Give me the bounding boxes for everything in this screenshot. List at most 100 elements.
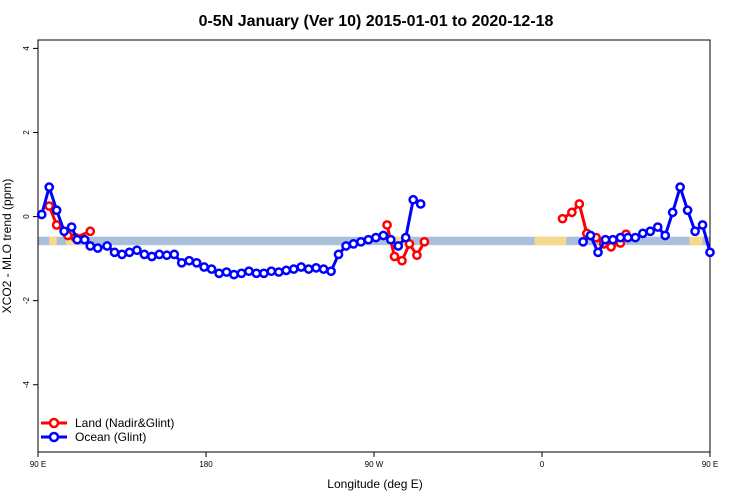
y-tick-label: 2 — [22, 130, 31, 135]
x-tick-label: 90 E — [702, 460, 718, 469]
land-band-segment — [534, 236, 567, 246]
data-point — [348, 239, 359, 249]
series-ocean-glint- — [36, 181, 715, 280]
data-point — [288, 264, 299, 274]
x-tick-label: 0 — [540, 460, 545, 469]
y-tick-label: 4 — [22, 46, 31, 51]
legend-marker — [48, 431, 60, 443]
data-point — [393, 241, 404, 251]
data-point — [109, 247, 120, 258]
data-point — [637, 228, 648, 239]
data-point — [341, 241, 351, 251]
data-point — [705, 247, 715, 258]
y-tick-label: -4 — [22, 381, 31, 389]
x-tick-label: 90 E — [30, 460, 46, 469]
data-point — [266, 266, 277, 277]
data-point — [311, 263, 321, 273]
data-point — [600, 234, 611, 245]
data-point — [615, 232, 626, 243]
data-point — [326, 266, 336, 277]
land-band-segment — [49, 236, 57, 246]
data-point — [161, 250, 172, 261]
x-axis: 90 E 180 90 W 0 90 E — [30, 452, 718, 469]
data-point — [117, 249, 127, 260]
data-point — [72, 234, 83, 245]
chart-title: 0-5N January (Ver 10) 2015-01-01 to 2020… — [199, 13, 554, 30]
data-point — [244, 266, 254, 277]
data-point — [79, 234, 90, 245]
land-band-segment — [66, 236, 76, 246]
data-point — [85, 226, 96, 237]
data-point — [371, 232, 381, 243]
data-point — [199, 262, 209, 272]
data-point — [412, 250, 422, 261]
y-tick-label: -2 — [22, 297, 31, 305]
data-point — [102, 241, 112, 251]
data-point — [191, 257, 202, 268]
data-point — [303, 264, 314, 274]
data-point — [44, 182, 55, 192]
series-layer — [36, 181, 715, 280]
data-point — [557, 213, 568, 224]
data-point — [176, 257, 187, 268]
data-point — [645, 226, 656, 237]
data-point — [567, 207, 577, 218]
data-point — [382, 220, 392, 230]
data-point — [389, 251, 400, 262]
data-point — [214, 268, 224, 279]
legend-label: Ocean (Glint) — [75, 430, 146, 444]
x-tick-label: 90 W — [365, 460, 384, 469]
data-point — [147, 251, 157, 262]
data-point — [333, 249, 344, 260]
data-point — [356, 236, 366, 247]
data-point — [363, 234, 374, 245]
data-point — [229, 269, 239, 280]
data-point — [169, 249, 180, 260]
data-point — [585, 230, 596, 241]
data-point — [408, 194, 419, 205]
data-point — [400, 232, 411, 243]
data-point — [236, 268, 247, 279]
data-point — [690, 226, 700, 237]
x-tick-label: 180 — [199, 460, 213, 469]
data-point — [221, 267, 232, 277]
data-point — [85, 241, 96, 251]
y-axis: 4 2 0 -2 -4 — [22, 46, 38, 389]
data-point — [667, 207, 678, 218]
data-point — [273, 267, 284, 277]
data-point — [296, 262, 307, 272]
y-axis-label: XCO2 - MLO trend (ppm) — [0, 179, 14, 314]
data-point — [593, 247, 603, 258]
data-point — [623, 232, 633, 243]
y-tick-label: 0 — [22, 214, 31, 219]
data-point — [385, 234, 396, 245]
data-point — [44, 201, 55, 211]
legend: Land (Nadir&Glint)Ocean (Glint) — [41, 416, 174, 444]
data-point — [139, 249, 150, 260]
data-point — [318, 264, 329, 274]
data-point — [419, 236, 430, 247]
data-point — [578, 236, 588, 247]
data-point — [124, 247, 135, 258]
data-point — [574, 199, 585, 209]
data-point — [630, 232, 641, 243]
data-point — [51, 220, 62, 230]
data-point — [675, 182, 685, 192]
data-point — [415, 199, 426, 209]
data-point — [281, 265, 292, 276]
data-point — [251, 268, 262, 279]
data-point — [259, 268, 269, 279]
data-point — [682, 205, 693, 216]
data-point — [92, 243, 103, 253]
data-point — [59, 226, 69, 237]
data-point — [132, 245, 142, 256]
x-axis-label: Longitude (deg E) — [327, 477, 422, 491]
land-band-segment — [689, 236, 703, 246]
series-line — [40, 181, 422, 277]
legend-marker — [48, 417, 60, 429]
data-point — [206, 264, 217, 274]
data-point — [51, 205, 62, 216]
data-point — [66, 222, 77, 232]
data-point — [184, 255, 195, 266]
